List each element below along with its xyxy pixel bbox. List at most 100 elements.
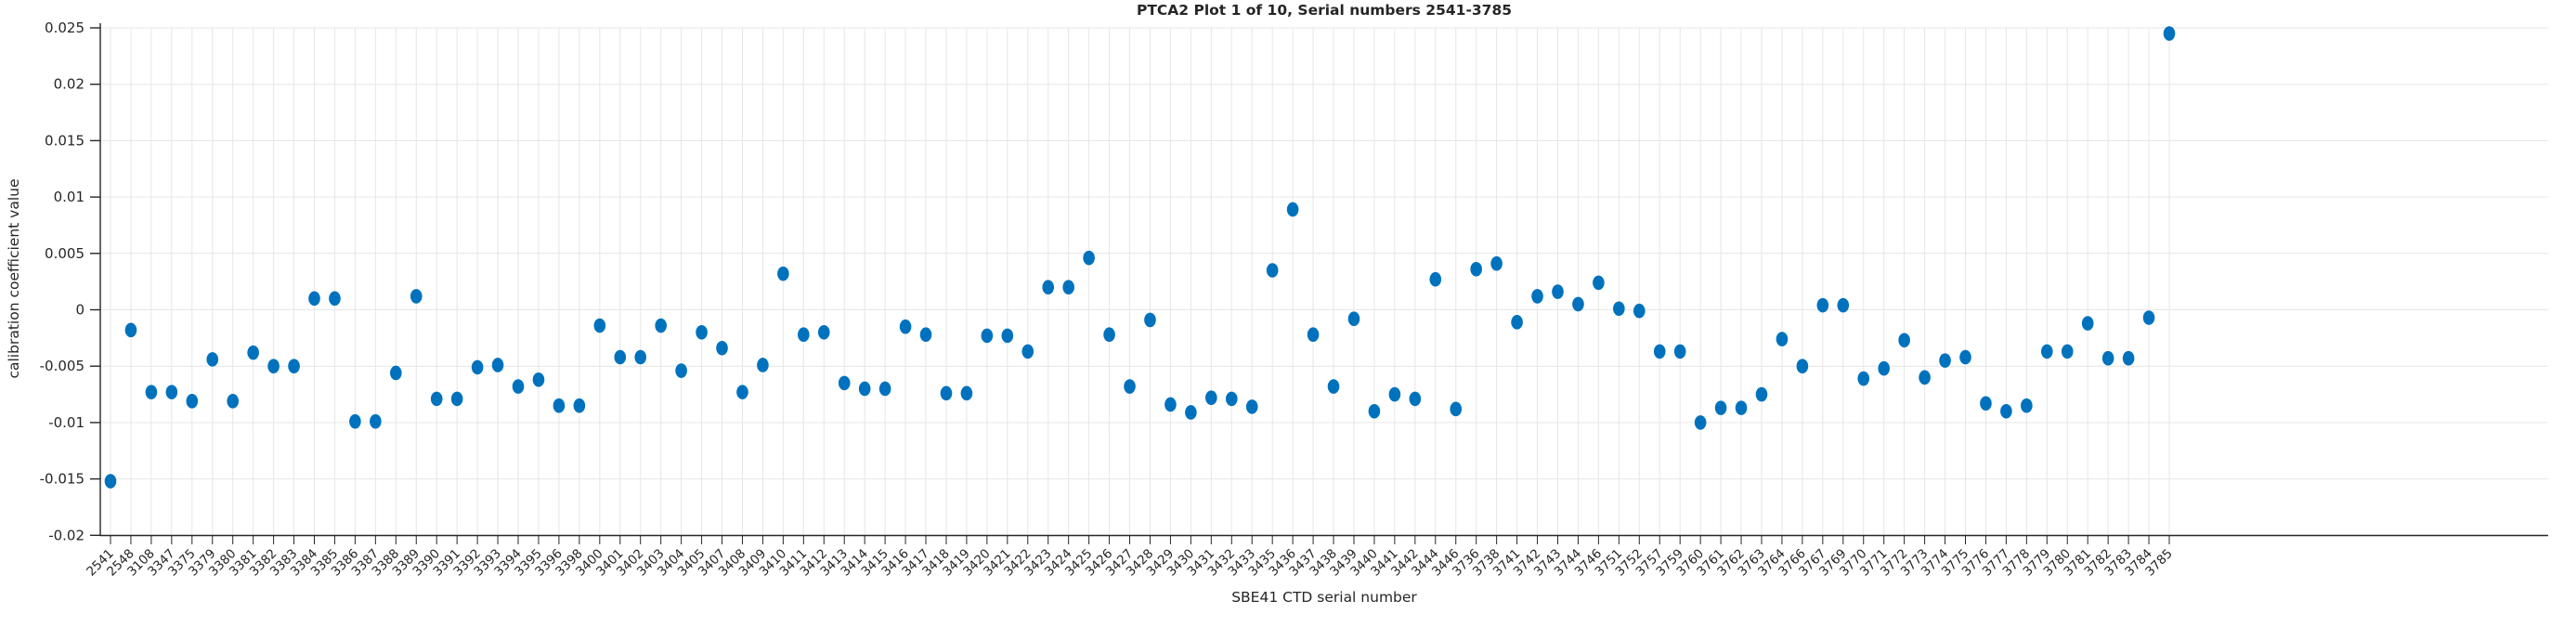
data-point: [2163, 26, 2176, 41]
data-point: [1245, 399, 1258, 414]
data-point: [1633, 303, 1646, 319]
data-point: [1816, 297, 1829, 313]
data-point: [981, 328, 994, 344]
data-point: [1593, 275, 1605, 291]
data-point: [919, 327, 932, 343]
data-point: [573, 398, 586, 413]
data-point: [838, 375, 851, 391]
data-point: [798, 327, 810, 343]
data-point: [1980, 396, 1992, 411]
data-point: [2142, 310, 2155, 325]
y-tick-label: -0.015: [40, 471, 85, 488]
data-point: [2081, 316, 2094, 331]
data-point: [553, 398, 566, 413]
data-point: [227, 394, 240, 409]
y-tick-label: 0.02: [54, 76, 85, 93]
data-point: [390, 365, 402, 381]
data-point: [145, 385, 158, 399]
data-point: [104, 474, 117, 489]
data-point: [1959, 349, 1971, 365]
data-point: [1001, 328, 1014, 344]
data-point: [1144, 312, 1156, 328]
data-point: [1062, 280, 1074, 295]
data-point: [1409, 391, 1422, 407]
data-point: [349, 413, 361, 429]
data-point: [2101, 350, 2114, 366]
data-point: [1653, 344, 1666, 359]
data-point: [878, 381, 891, 397]
data-point: [1531, 289, 1543, 304]
data-point: [1185, 405, 1197, 420]
data-point: [1898, 333, 1910, 348]
data-point: [1124, 379, 1136, 394]
y-tick-label: -0.005: [40, 358, 85, 374]
data-point: [1511, 315, 1523, 330]
data-point: [1083, 250, 1095, 266]
data-point: [2040, 344, 2053, 359]
data-point: [370, 413, 382, 429]
data-point: [593, 318, 606, 333]
data-point: [696, 324, 708, 340]
data-point: [899, 319, 912, 334]
data-point: [960, 385, 973, 401]
data-point: [186, 394, 199, 409]
y-tick-label: -0.02: [48, 527, 85, 543]
data-point: [1776, 332, 1789, 346]
data-point: [1164, 397, 1177, 412]
data-point: [634, 349, 647, 365]
data-point: [1673, 344, 1686, 359]
data-point: [1878, 360, 1890, 376]
data-point: [716, 340, 728, 356]
data-point: [1613, 301, 1625, 317]
data-point: [1714, 400, 1727, 415]
data-point: [1307, 327, 1320, 343]
data-point: [614, 349, 627, 365]
data-point: [1327, 379, 1340, 394]
data-point: [1939, 353, 1951, 368]
data-point: [777, 266, 789, 281]
data-point: [1857, 371, 1870, 386]
data-point: [1103, 327, 1115, 343]
y-tick-label: 0.025: [45, 20, 85, 36]
y-axis-label: calibration coefficient value: [6, 178, 22, 378]
data-point: [1837, 297, 1850, 313]
data-point: [940, 385, 953, 401]
data-point: [1796, 359, 1809, 374]
data-point: [1225, 391, 1238, 407]
data-point: [1266, 263, 1279, 278]
data-points-layer: [104, 26, 2176, 489]
data-point: [2061, 344, 2074, 359]
data-point: [1205, 390, 1217, 405]
y-tick-label: -0.01: [48, 414, 85, 431]
data-point: [2122, 350, 2135, 366]
y-tick-label: 0.005: [45, 245, 85, 262]
data-point: [1286, 202, 1299, 217]
axis-layer: 0.025 0.02 0.015 0.01 0.005 0 -0.005 -0.01 -0.01…: [40, 20, 2548, 580]
y-tick-label: 0.015: [45, 132, 85, 149]
y-tick-label: 0.01: [54, 189, 85, 205]
data-point: [512, 379, 525, 394]
data-point: [1368, 403, 1381, 419]
data-point: [1694, 415, 1707, 430]
data-point: [267, 359, 280, 374]
data-point: [124, 322, 137, 338]
data-point: [329, 291, 341, 307]
data-point: [1755, 386, 1768, 402]
data-point: [1490, 255, 1503, 271]
data-point: [1450, 401, 1463, 417]
data-point: [288, 359, 300, 374]
data-point: [471, 359, 484, 375]
data-point: [491, 358, 504, 372]
x-axis-label: SBE41 CTD serial number: [1231, 589, 1417, 606]
data-point: [736, 385, 748, 399]
data-point: [2000, 403, 2012, 419]
data-point: [1919, 370, 1931, 385]
data-point: [1429, 271, 1442, 287]
data-point: [247, 345, 259, 360]
data-point: [1572, 296, 1584, 312]
data-point: [532, 372, 545, 387]
data-point: [1388, 386, 1401, 402]
data-point: [206, 352, 219, 367]
